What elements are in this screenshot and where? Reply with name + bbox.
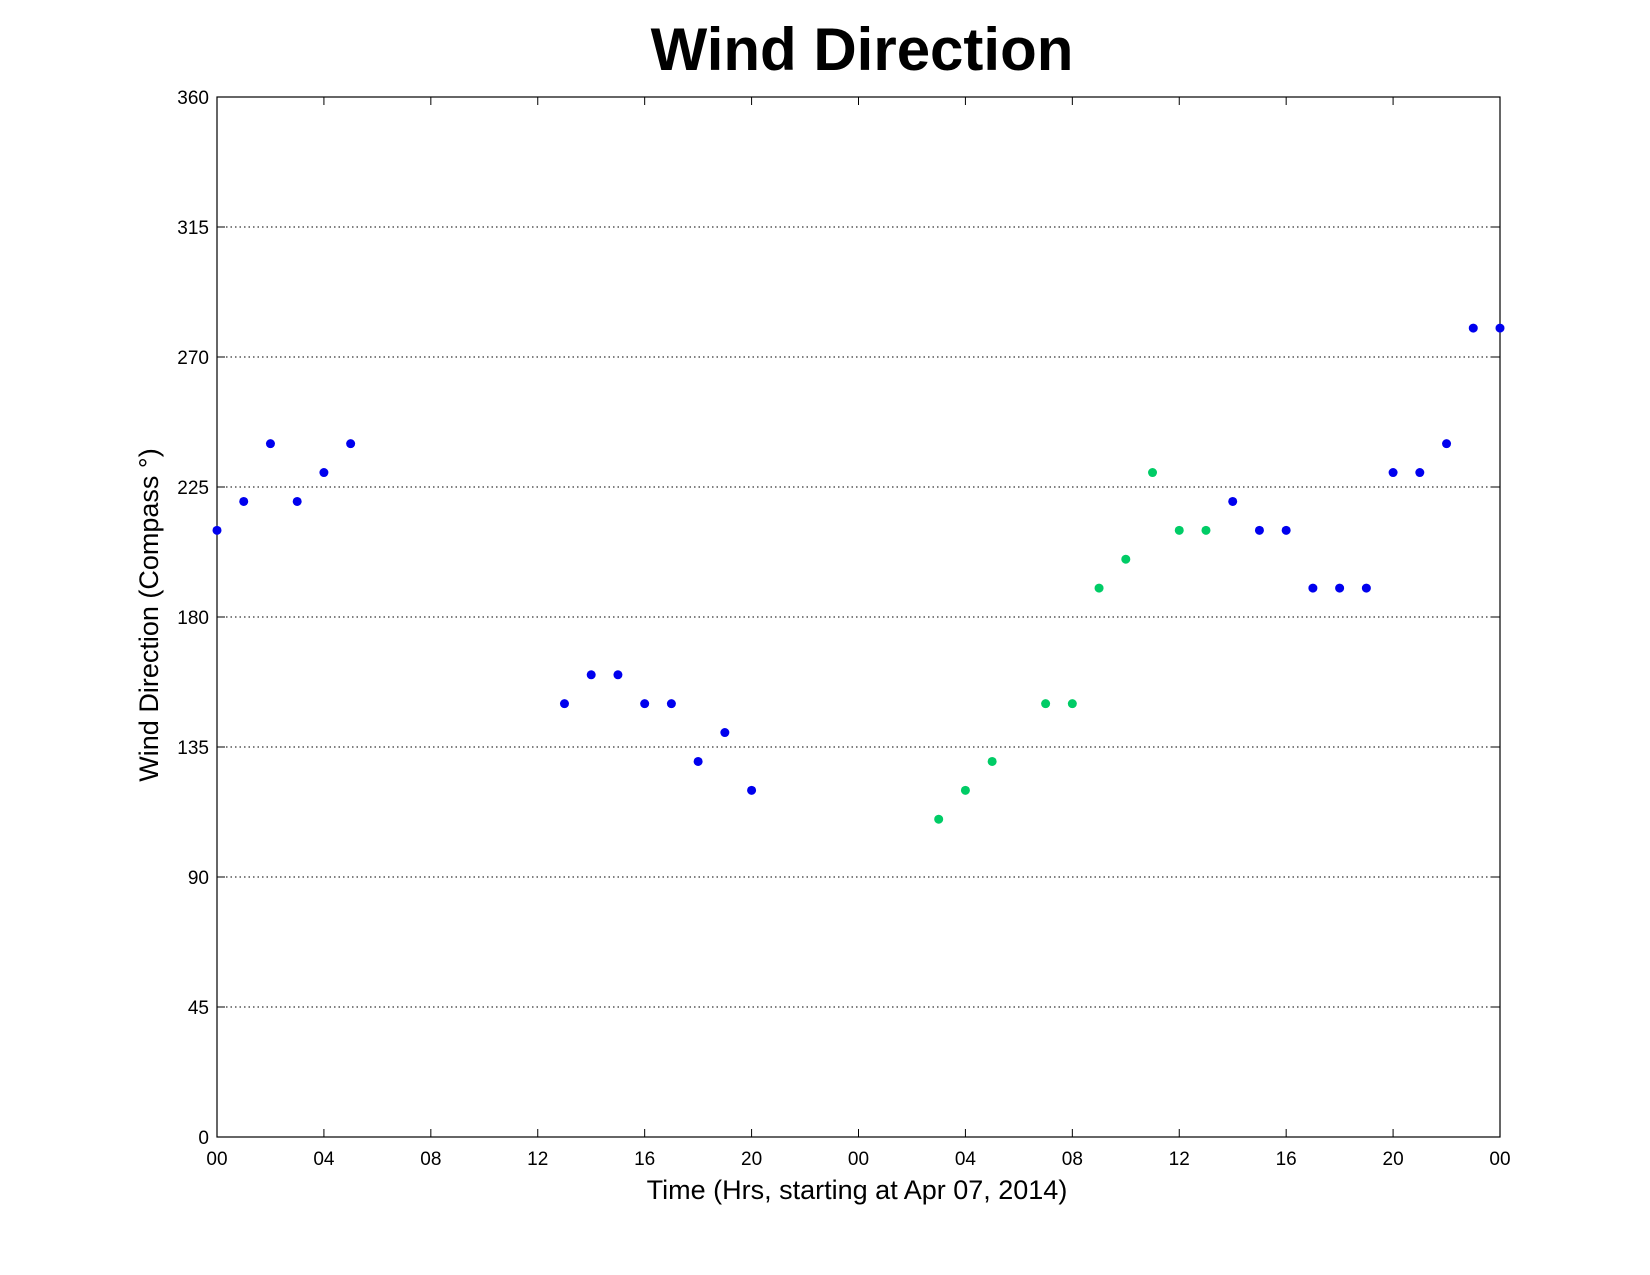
data-point [1335,583,1345,593]
y-tick-label: 360 [177,88,209,109]
data-point [613,670,623,680]
data-point [1228,496,1238,506]
data-point [1174,525,1184,535]
grid-lines [217,226,1500,1008]
data-point [212,525,222,535]
data-point [1495,323,1505,333]
y-tick-label: 225 [177,478,209,499]
y-tick-label: 45 [188,998,209,1019]
data-point [1094,583,1104,593]
data-point [640,699,650,709]
x-tick-label: 16 [634,1149,655,1170]
data-point [720,728,730,738]
data-point [934,814,944,824]
data-point [1121,554,1131,564]
data-point [265,439,275,449]
x-tick-label: 00 [1489,1149,1510,1170]
data-point [1415,468,1425,478]
data-point [1201,525,1211,535]
plot-area-frame [216,96,1501,1138]
y-tick-label: 135 [177,738,209,759]
data-point [1361,583,1371,593]
data-point [1148,468,1158,478]
data-point [292,496,302,506]
y-tick-label: 180 [177,608,209,629]
x-tick-label: 00 [848,1149,869,1170]
y-tick-label: 0 [198,1128,209,1149]
y-tick-label: 270 [177,348,209,369]
data-point [1308,583,1318,593]
data-point [1388,468,1398,478]
data-point [960,785,970,795]
y-axis-label: Wind Direction (Compass °) [134,448,164,781]
data-point [1442,439,1452,449]
x-tick-label: 08 [420,1149,441,1170]
x-axis-label: Time (Hrs, starting at Apr 07, 2014) [647,1175,1068,1205]
y-axis-ticks: 0 45 90 135 180 225 270 315 360 [177,88,1500,1149]
x-tick-label: 12 [1169,1149,1190,1170]
data-point [1041,699,1051,709]
data-point [1468,323,1478,333]
data-point [747,785,757,795]
data-point [666,699,676,709]
data-points [212,323,1505,824]
y-tick-label: 315 [177,218,209,239]
y-tick-label: 90 [188,868,209,889]
data-point [693,756,703,766]
x-tick-label: 16 [1276,1149,1297,1170]
x-tick-label: 08 [1062,1149,1083,1170]
data-point [559,699,569,709]
chart-title: Wind Direction [651,16,1074,83]
x-tick-label: 20 [1383,1149,1404,1170]
data-point [987,756,997,766]
data-point [346,439,356,449]
x-axis-ticks: 00 04 08 12 16 20 00 04 08 12 16 20 00 [206,97,1511,1170]
data-point [239,496,249,506]
x-tick-label: 04 [955,1149,977,1170]
data-point [1254,525,1264,535]
x-tick-label: 12 [527,1149,548,1170]
data-point [319,468,329,478]
data-point [1067,699,1077,709]
x-tick-label: 04 [313,1149,335,1170]
data-point [1281,525,1291,535]
data-point [586,670,596,680]
x-tick-label: 20 [741,1149,762,1170]
x-tick-label: 00 [206,1149,227,1170]
